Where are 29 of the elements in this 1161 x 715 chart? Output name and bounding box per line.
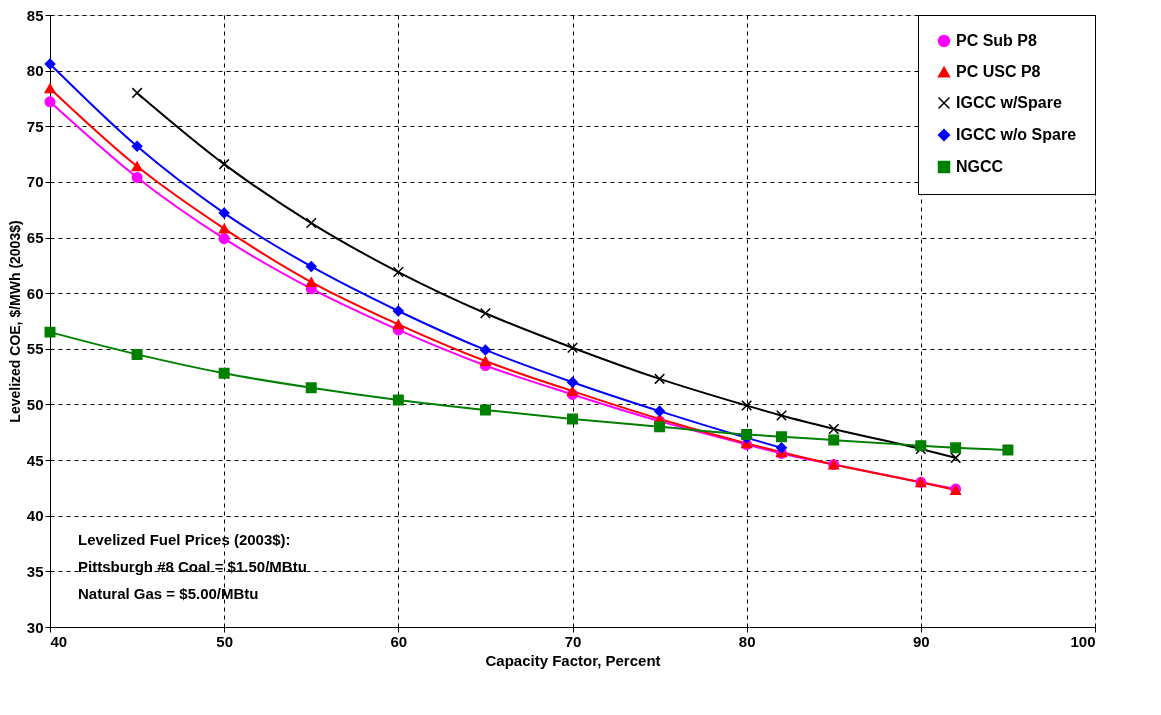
- x-tick-label: 80: [738, 632, 756, 650]
- x-axis-title: Capacity Factor, Percent: [485, 651, 661, 669]
- x-tick-label: 60: [390, 632, 408, 650]
- y-tick-label: 60: [26, 284, 44, 302]
- y-tick-label: 70: [26, 173, 44, 191]
- legend-label: PC USC P8: [956, 63, 1041, 80]
- y-tick-label: 40: [26, 507, 44, 525]
- legend-label: NGCC: [956, 158, 1004, 175]
- y-tick-label: 75: [26, 117, 44, 135]
- x-tick-label: 100: [1070, 632, 1096, 650]
- x-tick-label: 90: [912, 632, 930, 650]
- y-tick-label: 80: [26, 62, 44, 80]
- y-tick-label: 55: [26, 340, 44, 358]
- legend-label: PC Sub P8: [956, 32, 1038, 49]
- y-axis-title: Levelized COE, $/MWh (2003$): [6, 220, 23, 423]
- y-tick-label: 65: [26, 229, 44, 247]
- x-tick-label: 70: [564, 632, 582, 650]
- y-tick-label: 85: [26, 6, 44, 24]
- annotation: Pittsburgh #8 Coal = $1.50/MBtu: [78, 558, 307, 575]
- annotation: Levelized Fuel Prices (2003$):: [78, 531, 291, 548]
- legend-label: IGCC w/Spare: [956, 94, 1062, 111]
- annotation: Natural Gas = $5.00/MBtu: [78, 585, 259, 602]
- legend-label: IGCC w/o Spare: [956, 126, 1077, 143]
- y-tick-label: 30: [26, 618, 44, 636]
- x-tick-label: 40: [50, 632, 68, 650]
- y-tick-label: 45: [26, 451, 44, 469]
- x-tick-label: 50: [216, 632, 234, 650]
- y-tick-label: 35: [26, 562, 44, 580]
- y-tick-label: 50: [26, 395, 44, 413]
